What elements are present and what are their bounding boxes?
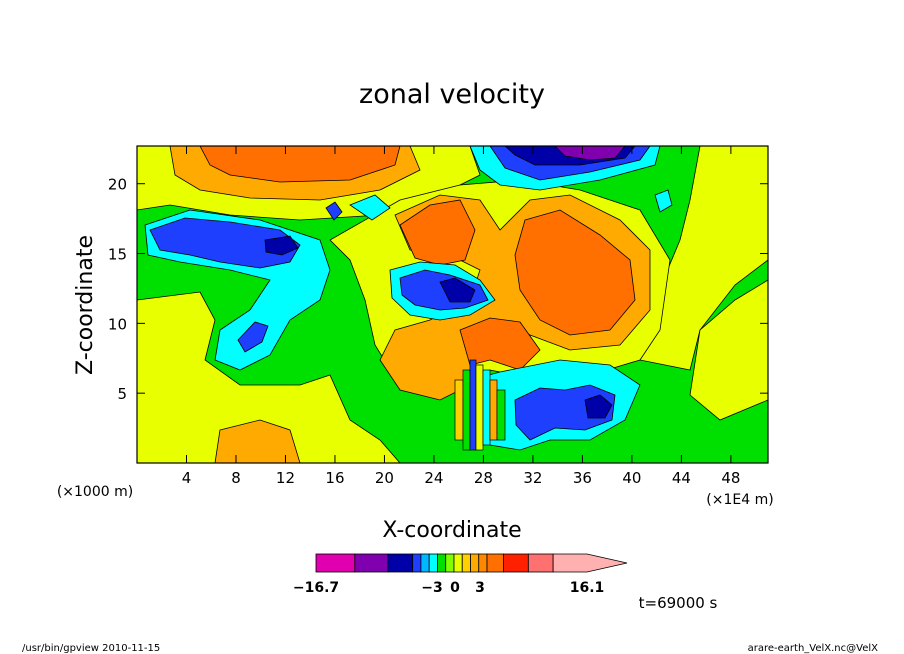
region-cyan-topleft: [349, 194, 391, 221]
time-annotation: t=69000 s: [639, 594, 718, 612]
region-darkblue-lower: [584, 394, 613, 419]
x-tick-label: 36: [573, 469, 592, 487]
x-tick-label: 16: [325, 469, 344, 487]
plot-frame: [136, 145, 769, 464]
region-blue-topleft: [325, 201, 343, 221]
y-tick-label: 20: [108, 176, 127, 194]
chart-title: zonal velocity: [359, 79, 545, 110]
colorbar-arrow: [552, 553, 628, 573]
footer-right: arare-earth_VelX.nc@VelX: [748, 643, 879, 654]
wave-packet: [454, 359, 506, 451]
colorbar-segment: [354, 553, 389, 573]
region-purple-top: [554, 146, 626, 161]
x-tick-label: 24: [424, 469, 443, 487]
x-tick-label: 28: [474, 469, 493, 487]
region-blue-left-small: [237, 321, 269, 353]
y-tick-label: 10: [108, 315, 127, 333]
footer-left: /usr/bin/gpview 2010-11-15: [22, 643, 160, 654]
x-tick-label: 32: [523, 469, 542, 487]
colorbar-mid-label-neg3: −3: [421, 580, 442, 596]
x-axis: 4 8 12 16 20 24 28 32 36 40 44 48: [182, 146, 740, 487]
y-tick-label: 15: [108, 246, 127, 264]
colorbar-segment: [412, 553, 422, 573]
colorbar-segment: [527, 553, 554, 573]
y-axis-label: Z-coordinate: [73, 235, 98, 375]
region-yellow-right: [639, 146, 768, 371]
colorbar: [315, 553, 628, 573]
x-tick-label: 44: [672, 469, 691, 487]
colorbar-segment: [387, 553, 414, 573]
colorbar-segment: [428, 553, 438, 573]
region-blue-left: [149, 217, 301, 269]
region-orange-top-inner: [199, 146, 401, 183]
colorbar-segment: [486, 553, 504, 573]
colorbar-mid-label-3: 3: [475, 580, 485, 596]
colorbar-segment: [470, 553, 480, 573]
colorbar-max-label: 16.1: [570, 580, 605, 596]
colorbar-segment: [315, 553, 356, 573]
region-yellow-right-low: [689, 279, 768, 421]
colorbar-min-label: −16.7: [293, 580, 339, 596]
region-darkblue-center: [439, 277, 476, 303]
colorbar-segment: [445, 553, 455, 573]
region-yellow-lower-left: [137, 291, 401, 463]
x-tick-label: 4: [182, 469, 192, 487]
region-orange-bottom-left: [214, 419, 301, 463]
region-cyan-right: [654, 189, 673, 213]
colorbar-segment: [503, 553, 529, 573]
x-tick-label: 8: [231, 469, 241, 487]
colorbar-segment: [478, 553, 488, 573]
x-tick-label: 48: [721, 469, 740, 487]
contour-field: [137, 146, 768, 463]
y-axis: 5 10 15 20: [108, 176, 768, 403]
x-tick-label: 40: [622, 469, 641, 487]
region-orange-left-blob: [399, 199, 476, 266]
colorbar-mid-label-0: 0: [450, 580, 460, 596]
x-unit-right: (×1E4 m): [706, 492, 773, 508]
region-darkblue-left: [264, 235, 299, 256]
region-orange-center-inner: [514, 209, 636, 336]
colorbar-segment: [437, 553, 447, 573]
x-tick-label: 20: [375, 469, 394, 487]
x-unit-left: (×1000 m): [57, 484, 133, 500]
colorbar-segment: [461, 553, 471, 573]
colorbar-segment: [453, 553, 463, 573]
x-tick-label: 12: [276, 469, 295, 487]
colorbar-segment: [420, 553, 430, 573]
y-tick-label: 5: [117, 385, 127, 403]
x-axis-label: X-coordinate: [382, 518, 521, 543]
